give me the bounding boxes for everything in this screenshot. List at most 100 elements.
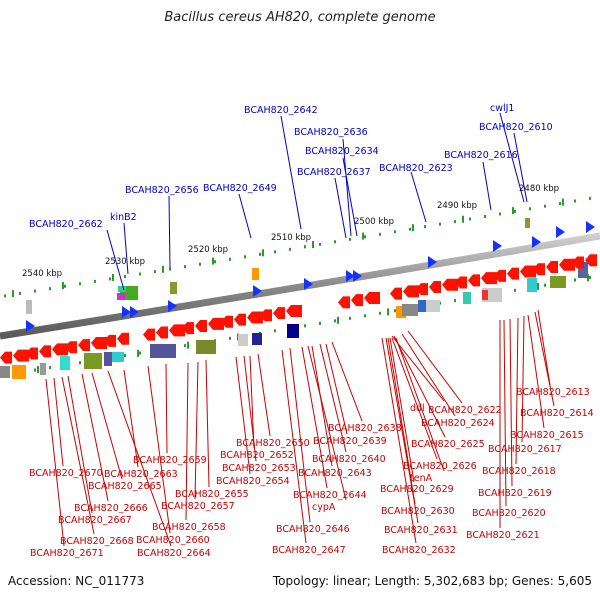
- tick-dot: [139, 272, 141, 276]
- reverse-gene-label: BCAH820_2629: [380, 484, 454, 495]
- reverse-leader-line: [194, 361, 199, 500]
- forward-gene-arrow: [428, 256, 437, 268]
- reverse-leader-line: [391, 335, 445, 402]
- reverse-leader-line: [393, 335, 446, 438]
- reverse-gene-arrow: [13, 349, 29, 362]
- reverse-gene-arrow: [364, 291, 380, 304]
- reverse-leader-line: [515, 317, 519, 465]
- reverse-leader-line: [123, 369, 139, 468]
- tick-dot: [379, 311, 381, 315]
- reverse-leader-line: [527, 314, 545, 429]
- feature-block: [238, 334, 248, 346]
- reverse-gene-label: BCAH820_2654: [216, 476, 290, 487]
- forward-gene-label: BCAH820_2662: [29, 219, 103, 230]
- reverse-gene-arrow: [143, 328, 155, 341]
- tick-major: [312, 240, 314, 248]
- feature-block: [112, 352, 124, 362]
- tick-dot: [289, 247, 291, 251]
- feature-block: [12, 365, 26, 379]
- forward-gene-arrow: [346, 270, 355, 282]
- reverse-leader-line: [53, 377, 64, 467]
- reverse-leader-line: [185, 362, 189, 521]
- tick-dot: [454, 220, 456, 224]
- reverse-gene-arrow: [533, 263, 545, 276]
- tick-dot: [409, 227, 411, 231]
- forward-gene-arrow: [493, 240, 502, 252]
- reverse-gene-label: ddl: [410, 403, 425, 414]
- reverse-gene-arrow: [208, 317, 224, 330]
- forward-gene-arrow: [586, 221, 595, 233]
- reverse-gene-arrow: [585, 254, 597, 267]
- forward-gene-arrow: [304, 278, 313, 290]
- reverse-leader-line: [503, 319, 507, 507]
- forward-leader-line: [334, 177, 347, 239]
- tick-dot: [169, 267, 171, 271]
- tick-dot: [559, 202, 561, 206]
- tick-dot: [214, 260, 216, 264]
- tick-dot: [34, 289, 36, 293]
- reverse-gene-label: BCAH820_2660: [136, 535, 210, 546]
- reverse-gene-label: BCAH820_2665: [88, 481, 162, 492]
- reverse-leader-line: [401, 333, 456, 417]
- reverse-leader-line: [311, 345, 333, 467]
- reverse-gene-label: BCAH820_2638: [328, 423, 402, 434]
- reverse-gene-arrow: [91, 337, 107, 350]
- forward-gene-label: kinB2: [110, 212, 137, 223]
- reverse-leader-line: [165, 363, 168, 454]
- feature-block: [252, 333, 262, 345]
- tick-dot: [19, 291, 21, 295]
- tick-dot: [574, 199, 576, 203]
- tick-major: [262, 249, 264, 257]
- tick-major: [512, 207, 514, 215]
- forward-gene-arrow: [168, 300, 177, 312]
- reverse-gene-arrow: [429, 280, 441, 293]
- reverse-gene-arrow: [468, 274, 480, 287]
- tick-dot: [589, 196, 591, 200]
- feature-block: [578, 268, 588, 278]
- scale-label: 2480 kbp: [519, 184, 559, 194]
- tick-dot: [64, 284, 66, 288]
- forward-gene-label: BCAH820_2649: [203, 183, 277, 194]
- tick-major: [62, 282, 64, 290]
- feature-block: [170, 282, 177, 294]
- reverse-gene-label: BCAH820_2666: [74, 503, 148, 514]
- forward-leader-line: [513, 132, 528, 203]
- tick-dot: [49, 366, 51, 370]
- reverse-gene-arrow: [416, 283, 428, 296]
- reverse-gene-arrow: [559, 258, 575, 271]
- reverse-leader-line: [325, 343, 348, 435]
- reverse-leader-line: [249, 355, 255, 449]
- tick-major: [37, 366, 39, 374]
- reverse-gene-label: BCAH820_2614: [520, 408, 594, 419]
- forward-leader-line: [342, 138, 352, 237]
- reverse-leader-line: [331, 341, 363, 422]
- reverse-gene-label: BCAH820_2647: [272, 545, 346, 556]
- feature-block: [463, 292, 471, 304]
- scale-label: 2500 kbp: [354, 217, 394, 227]
- forward-gene-label: BCAH820_2634: [305, 146, 379, 157]
- forward-leader-line: [123, 222, 129, 275]
- tick-dot: [454, 299, 456, 303]
- reverse-leader-line: [243, 355, 257, 462]
- tick-major: [137, 349, 139, 357]
- tick-dot: [574, 278, 576, 282]
- tick-dot: [514, 288, 516, 292]
- forward-gene-label: BCAH820_2637: [297, 167, 371, 178]
- reverse-gene-label: BCAH820_2668: [60, 536, 134, 547]
- tick-dot: [364, 235, 366, 239]
- feature-block: [150, 344, 176, 358]
- tick-dot: [544, 204, 546, 208]
- reverse-gene-arrow: [247, 311, 263, 324]
- forward-gene-label: BCAH820_2623: [379, 163, 453, 174]
- reverse-gene-label: BCAH820_2622: [428, 405, 502, 416]
- reverse-leader-line: [45, 378, 65, 547]
- reverse-gene-label: BCAH820_2667: [58, 515, 132, 526]
- reverse-gene-arrow: [273, 307, 285, 320]
- forward-gene-label: BCAH820_2636: [294, 127, 368, 138]
- forward-leader-line: [106, 229, 125, 291]
- reverse-leader-line: [407, 330, 463, 404]
- tick-dot: [4, 294, 6, 298]
- feature-blocks: [0, 218, 588, 379]
- reverse-gene-label: BCAH820_2624: [421, 418, 495, 429]
